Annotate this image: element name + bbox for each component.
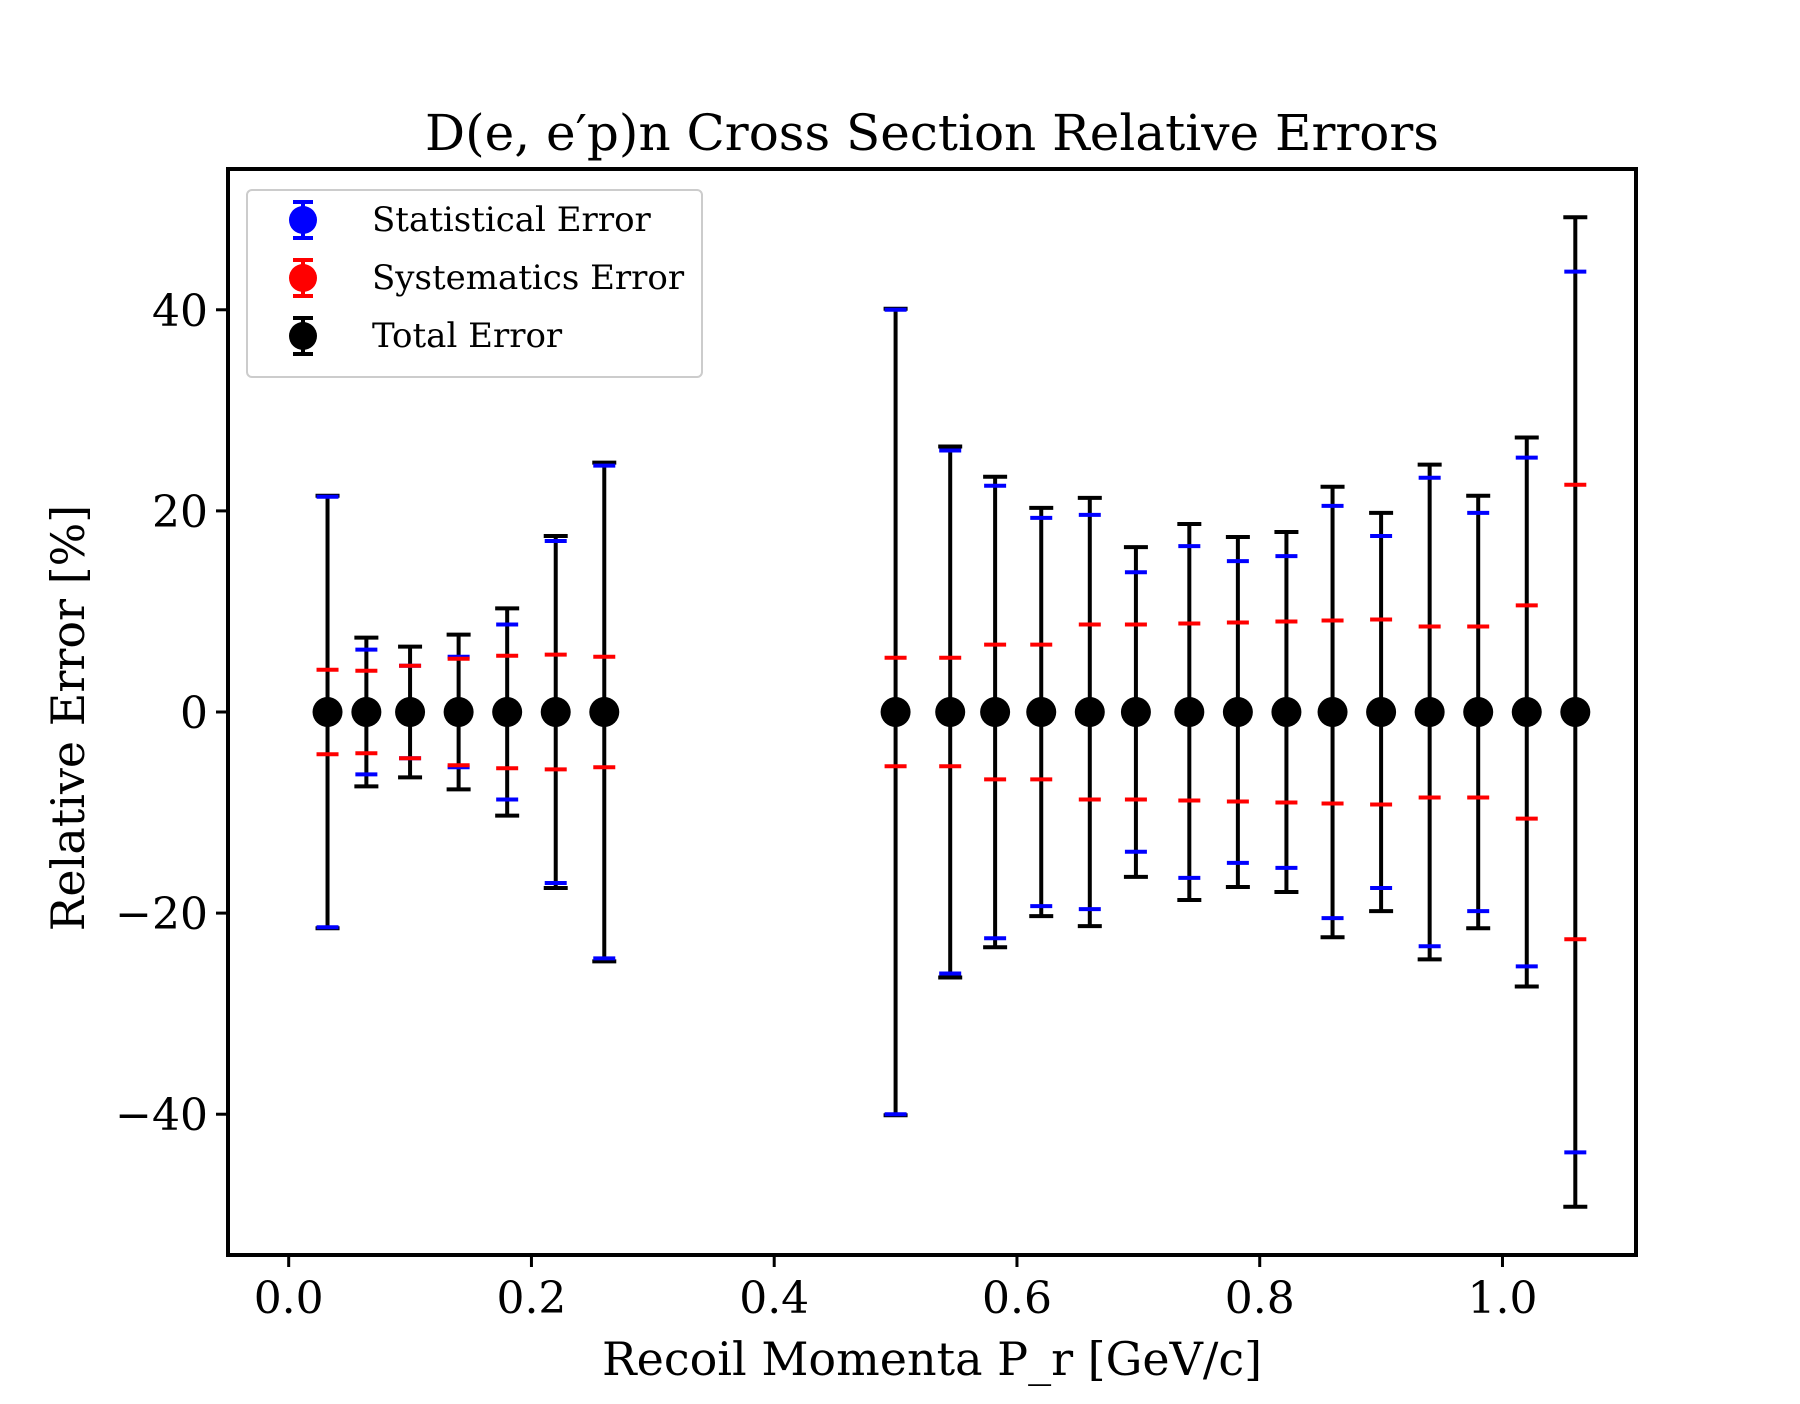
legend-marker xyxy=(289,206,317,234)
y-tick-label: 40 xyxy=(152,286,208,337)
data-point xyxy=(1174,697,1205,727)
x-tick-label: 1.0 xyxy=(1467,1273,1537,1324)
data-point xyxy=(540,697,571,727)
x-tick-label: 0.2 xyxy=(496,1273,566,1324)
y-tick-label: 20 xyxy=(152,487,208,538)
data-point xyxy=(1120,697,1151,727)
x-tick-label: 0.6 xyxy=(982,1273,1052,1324)
legend-label: Total Error xyxy=(372,316,563,356)
legend-label: Statistical Error xyxy=(372,200,652,240)
legend-box xyxy=(246,189,703,378)
data-point xyxy=(880,697,911,727)
x-axis-label: Recoil Momenta P_r [GeV/c] xyxy=(602,1332,1262,1386)
data-point xyxy=(1511,697,1542,727)
data-point xyxy=(980,697,1011,727)
y-tick-label: −20 xyxy=(115,889,208,940)
legend-label: Systematics Error xyxy=(372,258,685,298)
axes-frame xyxy=(226,167,1638,1257)
data-point xyxy=(492,697,523,727)
data-point xyxy=(1366,697,1397,727)
legend-marker xyxy=(289,264,317,292)
data-point xyxy=(1074,697,1105,727)
data-point xyxy=(1414,697,1445,727)
y-tick-label: 0 xyxy=(180,688,208,739)
x-tick-label: 0.4 xyxy=(739,1273,809,1324)
x-tick-label: 0.8 xyxy=(1225,1273,1295,1324)
data-point xyxy=(312,697,343,727)
data-point xyxy=(351,697,382,727)
x-tick-label: 0.0 xyxy=(254,1273,324,1324)
legend: Statistical Error Systematics Error Total … xyxy=(246,189,703,378)
data-point xyxy=(1463,697,1494,727)
data-point xyxy=(1222,697,1253,727)
data-point xyxy=(1560,697,1591,727)
legend-marker xyxy=(289,322,317,350)
data-point xyxy=(1271,697,1302,727)
data-point xyxy=(1317,697,1348,727)
data-point xyxy=(1026,697,1057,727)
data-point xyxy=(395,697,426,727)
y-tick-label: −40 xyxy=(115,1090,208,1141)
plot-area: 0.0 0.2 0.4 0.6 0.8 1.0 −40 −20 0 20 40 xyxy=(115,167,1638,1324)
chart-title: D(e, e′p)n Cross Section Relative Errors xyxy=(425,104,1439,162)
data-point xyxy=(589,697,620,727)
y-axis-label: Relative Error [%] xyxy=(41,505,95,932)
data-point xyxy=(443,697,474,727)
data-point xyxy=(935,697,966,727)
